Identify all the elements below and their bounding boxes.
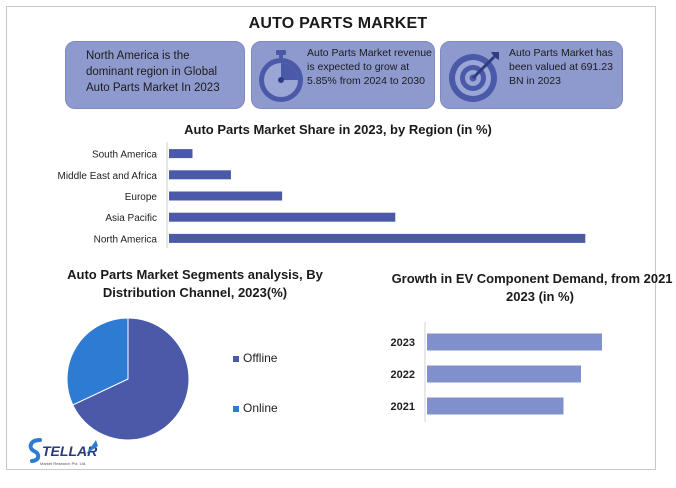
region-bar-2 [169, 191, 283, 201]
legend-label-online: Online [243, 401, 278, 415]
region-bar-3 [169, 212, 396, 222]
region-label-0: South America [92, 150, 157, 161]
legend-swatch-online [233, 406, 239, 412]
region-bar-0 [169, 149, 193, 159]
legend-swatch-offline [233, 356, 239, 362]
region-bar-chart: South America Middle East and Africa Europ… [58, 142, 586, 248]
ev-chart-title: Growth in EV Component Demand, from 2021… [391, 271, 676, 304]
region-bar-1 [169, 170, 231, 180]
ev-label-2022: 2022 [391, 369, 415, 381]
region-bar-4 [169, 233, 586, 243]
region-label-3: Asia Pacific [105, 213, 157, 224]
info-card-region-text: North America is the dominant region in … [86, 50, 220, 94]
region-label-4: North America [94, 234, 158, 245]
page-title: AUTO PARTS MARKET [248, 15, 428, 32]
info-card-value-text: Auto Parts Market has been valued at 691… [509, 47, 613, 87]
info-card-growth-text: Auto Parts Market revenue is expected to… [307, 47, 432, 87]
ev-label-2021: 2021 [391, 401, 415, 413]
svg-text:TELLAR: TELLAR [42, 443, 98, 459]
region-chart-title: Auto Parts Market Share in 2023, by Regi… [184, 122, 492, 137]
stellar-logo: TELLAR Market Research Pvt. Ltd. [28, 438, 98, 466]
ev-bar-2021 [427, 397, 564, 415]
stopwatch-icon [259, 50, 303, 102]
info-card-region: North America is the dominant region in … [65, 41, 245, 109]
distribution-pie-chart: Offline Online [66, 317, 278, 441]
pie-chart-title: Auto Parts Market Segments analysis, By … [67, 267, 323, 300]
target-icon [449, 52, 499, 102]
pie-slice-offline [72, 317, 190, 441]
legend-label-offline: Offline [243, 351, 278, 365]
ev-growth-bar-chart: 2023 2022 2021 [391, 322, 602, 422]
info-card-value: Auto Parts Market has been valued at 691… [440, 41, 623, 109]
info-card-growth: Auto Parts Market revenue is expected to… [251, 41, 435, 109]
ev-label-2023: 2023 [391, 337, 415, 349]
region-label-1: Middle East and Africa [58, 171, 158, 182]
pie-slice-online [66, 317, 129, 406]
ev-bar-2022 [427, 365, 581, 383]
infographic-frame [6, 6, 656, 470]
region-label-2: Europe [125, 192, 158, 203]
svg-text:Market Research Pvt. Ltd.: Market Research Pvt. Ltd. [40, 461, 86, 466]
ev-bar-2023 [427, 333, 602, 351]
